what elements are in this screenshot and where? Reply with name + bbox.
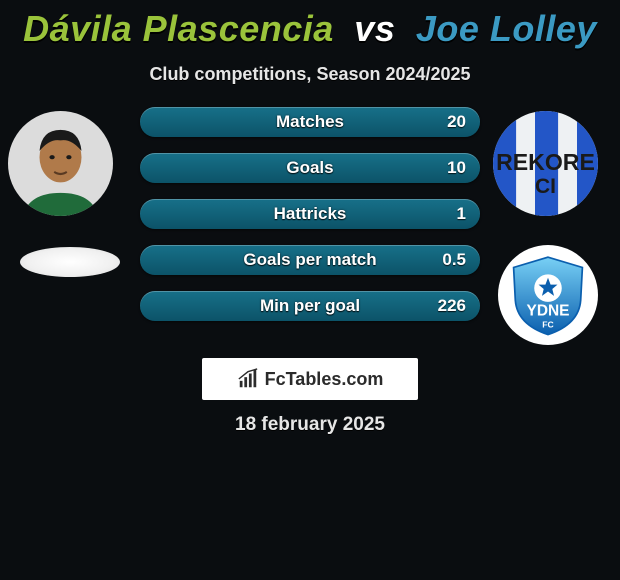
stat-row-matches: Matches 20: [140, 107, 480, 137]
stat-bars: Matches 20 Goals 10 Hattricks 1 Goals pe…: [140, 107, 480, 337]
stat-row-goals-per-match: Goals per match 0.5: [140, 245, 480, 275]
brand-chart-icon: [237, 368, 259, 390]
player2-name: Joe Lolley: [416, 8, 597, 49]
comparison-card: Dávila Plascencia vs Joe Lolley Club com…: [0, 0, 620, 580]
brand-text: FcTables.com: [265, 369, 384, 390]
subtitle: Club competitions, Season 2024/2025: [0, 64, 620, 85]
jersey-text-1: REKORE: [496, 149, 595, 175]
stat-label: Min per goal: [140, 291, 480, 321]
player2-club-badge: YDNE FC: [498, 245, 598, 345]
stat-label: Goals: [140, 153, 480, 183]
player1-avatar: [8, 111, 113, 216]
stat-label: Hattricks: [140, 199, 480, 229]
crest-text: YDNE: [527, 303, 570, 320]
crest-subtext: FC: [542, 320, 553, 330]
stat-value: 10: [447, 153, 466, 183]
stat-label: Matches: [140, 107, 480, 137]
player2-avatar: REKORE CI: [493, 111, 598, 216]
stat-value: 226: [438, 291, 466, 321]
stat-row-min-per-goal: Min per goal 226: [140, 291, 480, 321]
stat-value: 20: [447, 107, 466, 137]
stat-row-hattricks: Hattricks 1: [140, 199, 480, 229]
stat-value: 0.5: [442, 245, 466, 275]
player1-club-badge: [20, 247, 120, 277]
comparison-body: REKORE CI YDNE FC M: [0, 117, 620, 367]
player1-avatar-svg: [8, 111, 113, 216]
brand-plate: FcTables.com: [202, 358, 418, 400]
stat-row-goals: Goals 10: [140, 153, 480, 183]
stat-value: 1: [457, 199, 466, 229]
club-crest-svg: YDNE FC: [505, 252, 591, 338]
page-title: Dávila Plascencia vs Joe Lolley: [0, 0, 620, 50]
player1-name: Dávila Plascencia: [23, 8, 334, 49]
player2-avatar-svg: REKORE CI: [493, 111, 598, 216]
vs-separator: vs: [354, 8, 395, 49]
date-text: 18 february 2025: [0, 414, 620, 436]
stat-label: Goals per match: [140, 245, 480, 275]
jersey-text-2: CI: [535, 175, 556, 198]
